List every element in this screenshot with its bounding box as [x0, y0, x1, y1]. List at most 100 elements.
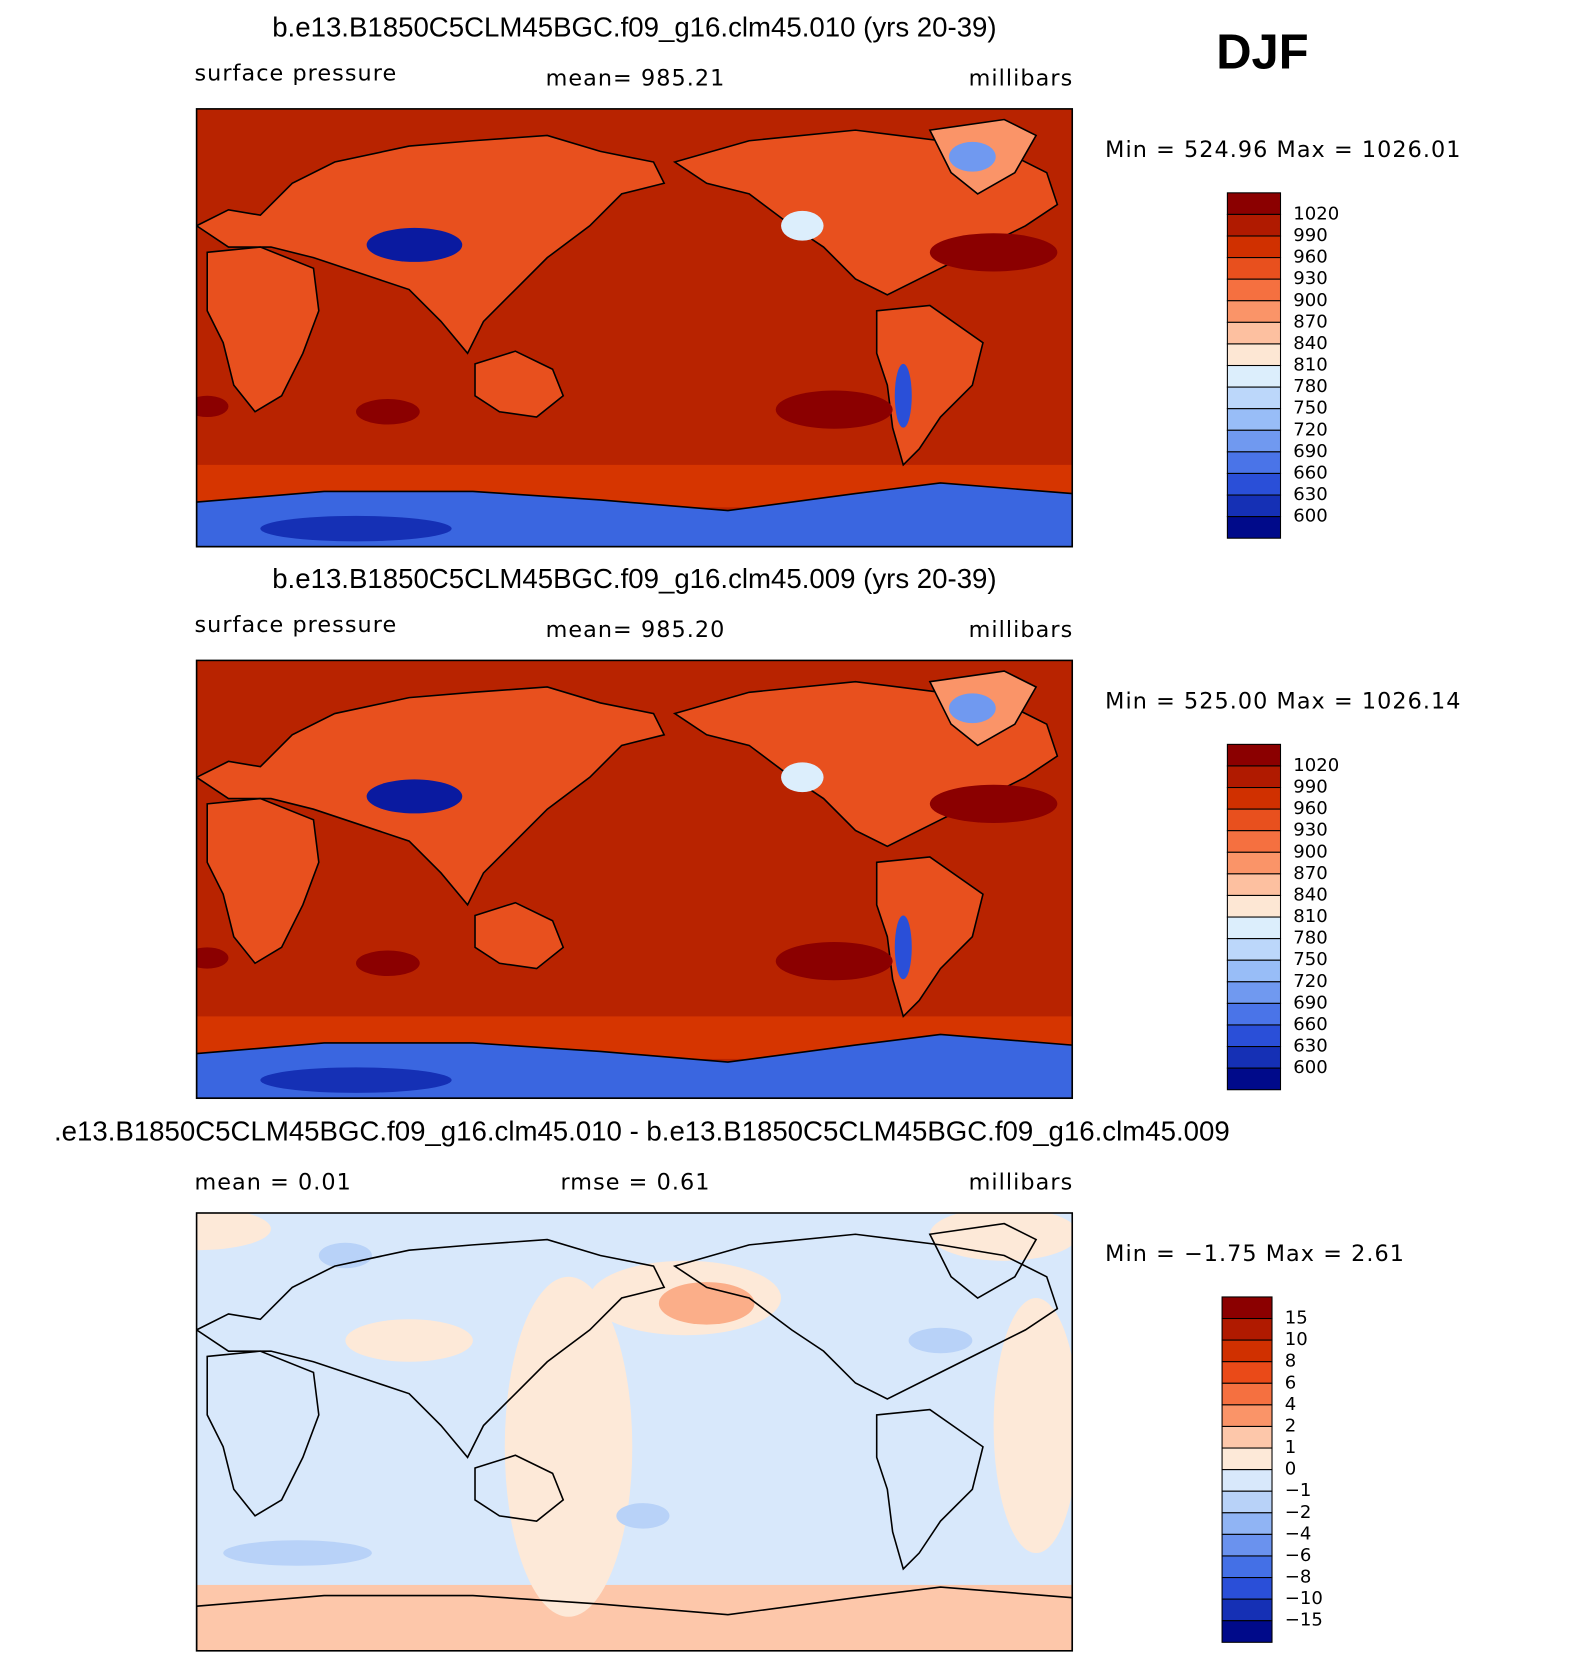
colorbar-label: 2: [1285, 1415, 1296, 1436]
colorbar-box: [1226, 386, 1282, 410]
coastline: [672, 1233, 1059, 1400]
colorbar-label: 930: [1293, 820, 1327, 841]
colorbar-box: [1226, 429, 1282, 453]
colorbar-label: −2: [1285, 1502, 1312, 1523]
colorbar-label: 1: [1285, 1437, 1296, 1458]
min-max-label: Min = 525.00 Max = 1026.14: [1105, 688, 1461, 714]
colorbar-label: 660: [1293, 462, 1327, 483]
colorbar-label: 750: [1293, 949, 1327, 970]
low-region: [894, 915, 912, 980]
colorbar-box: [1226, 408, 1282, 431]
high-region: [355, 950, 420, 977]
colorbar-label: 750: [1293, 398, 1327, 419]
coastline: [196, 1238, 666, 1459]
colorbar-box: [1221, 1555, 1273, 1579]
colorbar-label: 900: [1293, 841, 1327, 862]
colorbar-box: [1221, 1490, 1273, 1514]
colorbar-label: −8: [1285, 1567, 1312, 1588]
high-region: [355, 398, 420, 425]
map-frame: [195, 108, 1074, 548]
coastline: [474, 1454, 565, 1523]
colorbar-label: 8: [1285, 1351, 1296, 1372]
colorbar-box: [1221, 1512, 1273, 1535]
colorbar-label: 630: [1293, 484, 1327, 505]
land: [206, 797, 320, 965]
colorbar-label: 960: [1293, 798, 1327, 819]
colorbar-box: [1226, 364, 1282, 388]
colorbar-box: [1226, 472, 1282, 496]
center-label: mean= 985.21: [546, 66, 726, 92]
coastline: [196, 1586, 1073, 1651]
colorbar-box: [1226, 213, 1282, 237]
colorbar-label: −6: [1285, 1545, 1312, 1566]
colorbar-label: 690: [1293, 441, 1327, 462]
land: [206, 246, 320, 413]
low-region: [260, 515, 452, 542]
colorbar-label: 4: [1285, 1394, 1296, 1415]
min-max-label: Min = 524.96 Max = 1026.01: [1105, 137, 1461, 163]
left-label: surface pressure: [194, 60, 397, 86]
colorbar-box: [1221, 1447, 1273, 1471]
positive-region: [993, 1298, 1073, 1554]
colorbar-box: [1226, 808, 1282, 832]
panel: .e13.B1850C5CLM45BGC.f09_g16.clm45.010 -…: [54, 1116, 1404, 1652]
colorbar-box: [1226, 1002, 1282, 1026]
colorbar-label: −4: [1285, 1523, 1312, 1544]
colorbar-label: 690: [1293, 992, 1327, 1013]
positive-region: [504, 1276, 633, 1617]
colorbar-label: 990: [1293, 225, 1327, 246]
negative-region: [318, 1242, 372, 1269]
negative-region: [223, 1540, 372, 1566]
low-region: [781, 762, 824, 793]
colorbar-box: [1221, 1318, 1273, 1341]
colorbar-label: 810: [1293, 355, 1327, 376]
map: [195, 108, 1074, 548]
colorbar-box: [1226, 873, 1282, 896]
colorbar-label: −15: [1285, 1610, 1323, 1631]
colorbar-box: [1226, 1046, 1282, 1069]
low-region: [781, 210, 824, 241]
positive-region: [658, 1282, 755, 1325]
colorbar-box: [1226, 494, 1282, 518]
colorbar-box: [1226, 1024, 1282, 1048]
season-label: DJF: [1216, 26, 1308, 80]
colorbar-box: [1226, 516, 1282, 539]
land: [474, 350, 565, 418]
high-region: [929, 233, 1058, 272]
colorbar-box: [1226, 343, 1282, 367]
colorbar-label: 840: [1293, 884, 1327, 905]
low-region: [948, 141, 996, 172]
low-region: [948, 693, 996, 724]
low-region: [366, 227, 463, 262]
center-label: rmse = 0.61: [560, 1170, 710, 1196]
colorbar-label: 990: [1293, 777, 1327, 798]
positive-region: [929, 1212, 1073, 1261]
low-region: [894, 363, 912, 428]
panel: b.e13.B1850C5CLM45BGC.f09_g16.clm45.010 …: [194, 11, 1461, 548]
map-frame: [195, 659, 1074, 1100]
colorbar-label: 720: [1293, 419, 1327, 440]
colorbar-label: 870: [1293, 311, 1327, 332]
high-region: [929, 784, 1058, 823]
panel: b.e13.B1850C5CLM45BGC.f09_g16.clm45.009 …: [194, 563, 1461, 1100]
high-region: [196, 395, 229, 418]
colorbar-box: [1221, 1598, 1273, 1622]
colorbar-box: [1221, 1361, 1273, 1384]
land: [474, 901, 565, 970]
colorbar-box: [1226, 851, 1282, 875]
colorbar-box: [1226, 235, 1282, 259]
negative-region: [908, 1327, 973, 1354]
high-region: [196, 947, 229, 969]
low-region: [260, 1067, 452, 1093]
colorbar-box: [1221, 1577, 1273, 1600]
colorbar-label: 15: [1285, 1308, 1308, 1329]
high-region: [775, 942, 893, 981]
colorbar-box: [1226, 300, 1282, 323]
colorbar-box: [1221, 1425, 1273, 1449]
map-content: [196, 1212, 1073, 1651]
colorbar-box: [1221, 1339, 1273, 1363]
colorbar-label: 1020: [1293, 203, 1339, 224]
colorbar-box: [1226, 765, 1282, 789]
right-label: millibars: [969, 617, 1074, 643]
high-region: [775, 390, 893, 429]
